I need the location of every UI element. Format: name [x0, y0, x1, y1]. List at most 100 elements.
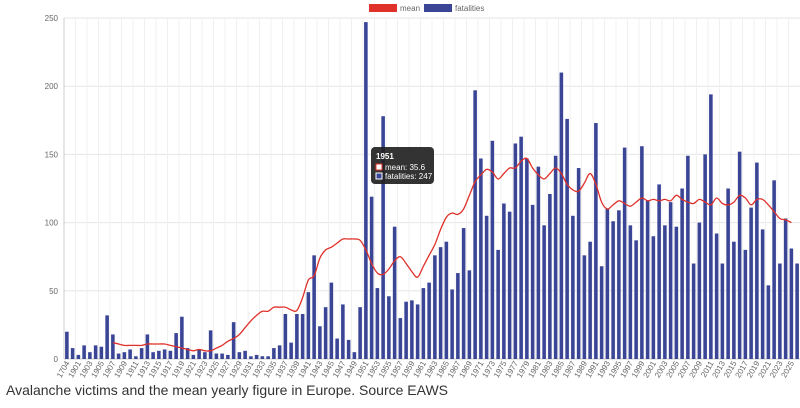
bar-1956[interactable] — [392, 226, 397, 359]
bar-1917[interactable] — [168, 350, 173, 359]
bar-1916[interactable] — [162, 349, 167, 359]
bar-2009[interactable] — [697, 222, 702, 359]
bar-2017[interactable] — [743, 249, 748, 359]
bar-1996[interactable] — [622, 147, 627, 359]
bar-1912[interactable] — [139, 348, 144, 359]
bar-1986[interactable] — [565, 118, 569, 359]
bar-1926[interactable] — [220, 353, 224, 359]
bar-1998[interactable] — [634, 240, 638, 359]
bar-1957[interactable] — [398, 318, 403, 359]
bar-2000[interactable] — [645, 200, 650, 359]
bar-1976[interactable] — [507, 211, 512, 359]
bar-1952[interactable] — [369, 196, 374, 359]
bar-1978[interactable] — [519, 136, 523, 359]
bar-1954[interactable] — [381, 116, 385, 359]
bar-1994[interactable] — [611, 221, 615, 359]
bar-1935[interactable] — [272, 348, 276, 359]
bar-2015[interactable] — [732, 241, 736, 359]
bar-1982[interactable] — [542, 225, 546, 359]
bar-1948[interactable] — [346, 339, 351, 359]
bar-1920[interactable] — [185, 348, 190, 359]
bar-1989[interactable] — [582, 255, 587, 359]
bar-1922[interactable] — [197, 349, 201, 359]
bar-1991[interactable] — [594, 123, 598, 359]
bar-2025[interactable] — [789, 248, 794, 359]
bar-1946[interactable] — [335, 338, 339, 359]
bar-1923[interactable] — [203, 352, 207, 359]
bar-1905[interactable] — [99, 346, 104, 359]
bar-1947[interactable] — [341, 304, 345, 359]
bar-1928[interactable] — [231, 322, 236, 359]
bar-2016[interactable] — [737, 151, 742, 359]
bar-1915[interactable] — [157, 350, 161, 359]
bar-2008[interactable] — [691, 263, 696, 359]
bar-1977[interactable] — [513, 143, 518, 359]
bar-2004[interactable] — [668, 202, 673, 359]
bar-1899[interactable] — [65, 331, 69, 359]
bar-1988[interactable] — [576, 168, 581, 359]
bar-1990[interactable] — [588, 241, 592, 359]
bar-1924[interactable] — [208, 330, 213, 359]
bar-1983[interactable] — [548, 193, 552, 359]
bar-1965[interactable] — [444, 241, 449, 359]
bar-1974[interactable] — [496, 249, 500, 359]
bar-1940[interactable] — [300, 313, 305, 359]
bar-1942[interactable] — [312, 255, 316, 359]
bar-2019[interactable] — [755, 162, 759, 359]
bar-1960[interactable] — [415, 304, 420, 359]
bar-1993[interactable] — [605, 208, 610, 359]
bar-2010[interactable] — [703, 154, 707, 359]
bar-2005[interactable] — [674, 226, 679, 359]
bar-1950[interactable] — [358, 307, 362, 359]
bar-1906[interactable] — [105, 315, 109, 359]
bar-1973[interactable] — [490, 140, 495, 359]
bar-1911[interactable] — [134, 356, 138, 359]
bar-1900[interactable] — [70, 348, 75, 359]
bar-1901[interactable] — [76, 354, 81, 359]
bar-1975[interactable] — [502, 203, 506, 359]
bar-1903[interactable] — [88, 352, 92, 359]
bar-2021[interactable] — [766, 285, 771, 359]
bar-2018[interactable] — [749, 207, 753, 359]
bar-1966[interactable] — [450, 289, 454, 359]
bar-1953[interactable] — [375, 288, 380, 359]
bar-1941[interactable] — [306, 292, 311, 359]
bar-1933[interactable] — [260, 356, 265, 359]
bar-1992[interactable] — [599, 266, 604, 359]
bar-2011[interactable] — [709, 94, 713, 359]
bar-2026[interactable] — [795, 263, 799, 359]
bar-1902[interactable] — [82, 345, 86, 359]
bar-1979[interactable] — [525, 158, 529, 359]
bar-1995[interactable] — [617, 210, 621, 359]
bar-1914[interactable] — [151, 352, 155, 359]
bar-2006[interactable] — [680, 188, 684, 360]
bar-2022[interactable] — [772, 180, 776, 359]
bar-1904[interactable] — [93, 345, 98, 359]
bar-2002[interactable] — [657, 184, 661, 359]
bar-2013[interactable] — [720, 263, 725, 359]
bar-1967[interactable] — [456, 273, 460, 359]
bar-1987[interactable] — [571, 215, 575, 359]
bar-1958[interactable] — [404, 301, 408, 359]
bar-1919[interactable] — [180, 316, 184, 359]
bar-2001[interactable] — [651, 236, 656, 359]
bar-1962[interactable] — [427, 282, 431, 359]
bar-1999[interactable] — [640, 146, 644, 359]
bar-1930[interactable] — [243, 350, 247, 359]
bar-1943[interactable] — [318, 326, 322, 359]
bar-1949[interactable] — [352, 352, 357, 359]
bar-1913[interactable] — [145, 334, 150, 359]
bar-1938[interactable] — [289, 342, 293, 359]
bar-1908[interactable] — [116, 353, 121, 359]
bar-1972[interactable] — [484, 215, 489, 359]
bar-1909[interactable] — [122, 352, 127, 359]
bar-1971[interactable] — [479, 158, 483, 359]
bar-1936[interactable] — [277, 345, 282, 359]
bar-1963[interactable] — [433, 255, 437, 359]
bar-1968[interactable] — [461, 228, 466, 359]
bar-1961[interactable] — [421, 288, 426, 359]
bar-1910[interactable] — [128, 349, 132, 359]
bar-1955[interactable] — [387, 296, 391, 359]
bar-1925[interactable] — [214, 353, 219, 359]
bar-2024[interactable] — [783, 218, 788, 359]
